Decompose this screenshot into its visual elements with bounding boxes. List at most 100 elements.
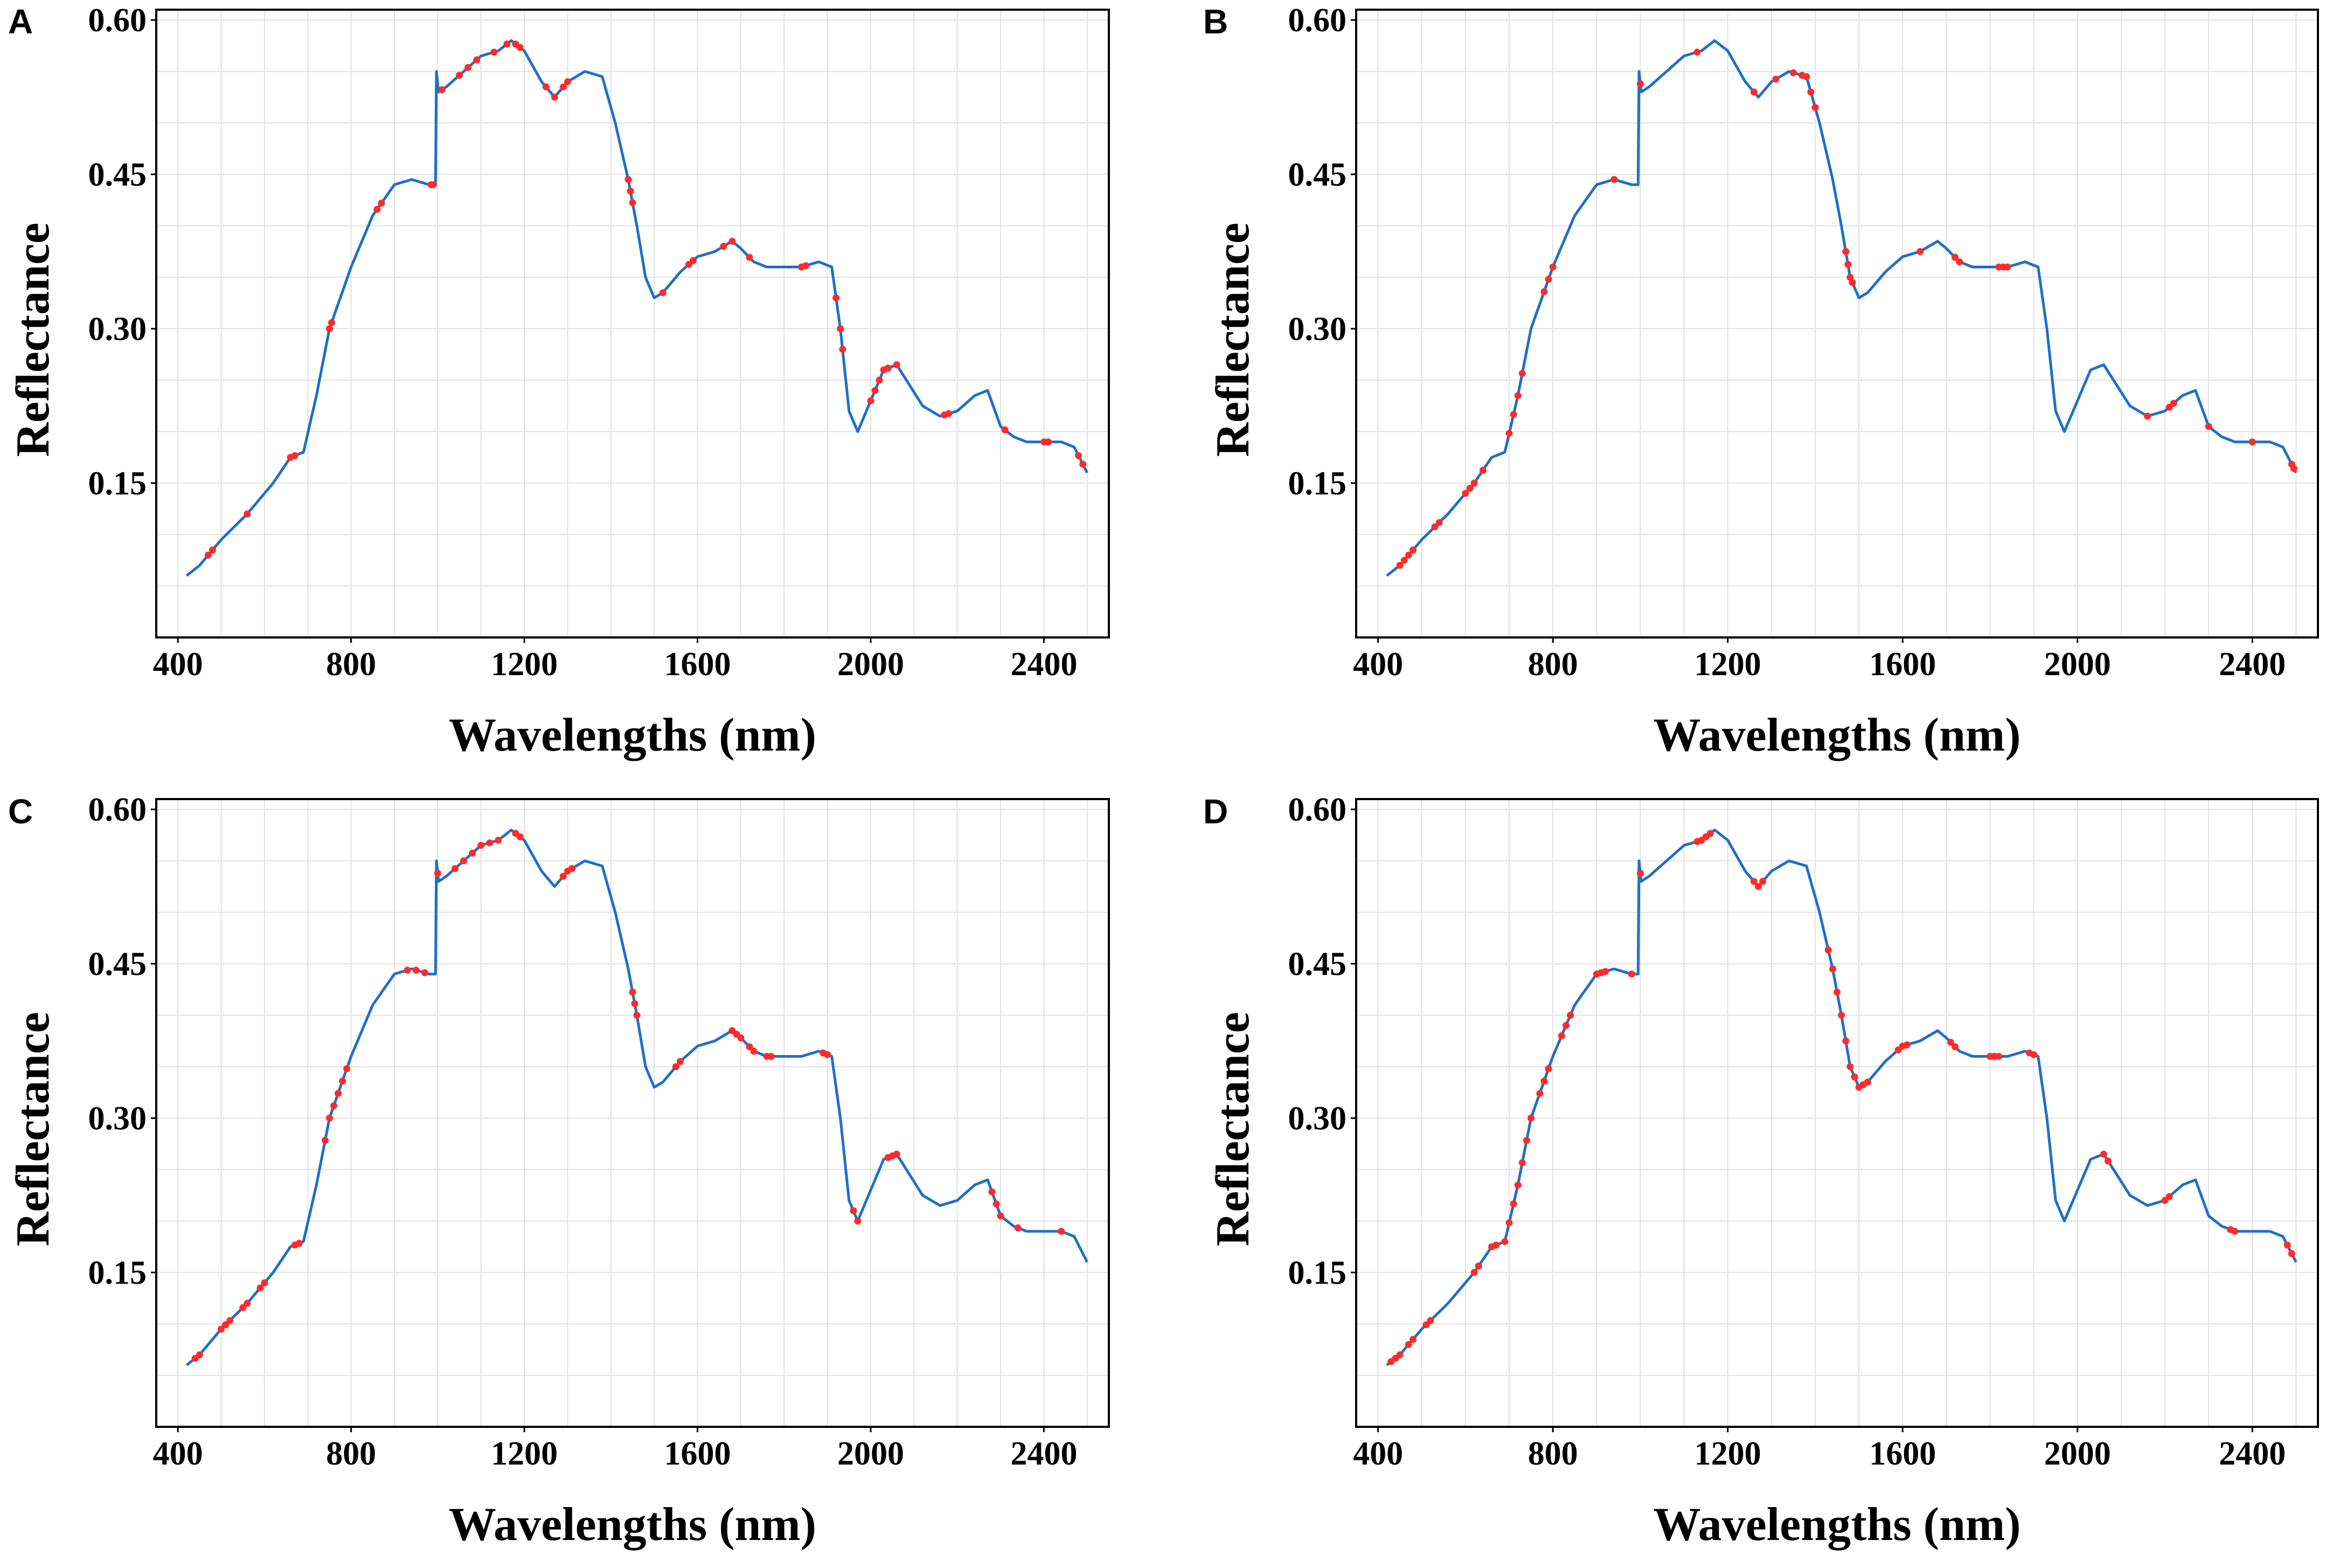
selected-wavelength-marker: [802, 262, 809, 269]
y-axis-title: Reflectance: [1207, 1012, 1259, 1246]
x-tick-label: 1600: [664, 646, 731, 683]
selected-wavelength-marker: [209, 546, 216, 554]
selected-wavelength-marker: [1610, 176, 1618, 183]
selected-wavelength-marker: [1479, 467, 1487, 474]
selected-wavelength-marker: [1706, 830, 1714, 837]
selected-wavelength-marker: [1075, 452, 1082, 460]
x-tick-label: 800: [1528, 646, 1578, 683]
selected-wavelength-marker: [837, 325, 844, 332]
panel-d: D 400 800 1200 1600 2000 2400 0.15 0.30 0.45 0.60…: [1203, 792, 2319, 1551]
gridlines: [156, 799, 1109, 1427]
selected-wavelength-marker: [839, 345, 846, 353]
x-axis-title: Wavelengths (nm): [449, 709, 816, 761]
x-tick-label: 400: [153, 646, 203, 683]
x-tick-label: 2000: [2044, 1435, 2111, 1472]
selected-wavelength-marker: [456, 72, 463, 79]
selected-wavelength-marker: [1475, 1262, 1482, 1270]
selected-wavelength-marker: [1628, 970, 1635, 978]
selected-wavelength-marker: [1545, 1065, 1552, 1072]
y-tick-label: 0.15: [88, 466, 147, 502]
selected-wavelength-marker: [1462, 490, 1469, 497]
selected-wavelength-marker: [1789, 69, 1797, 77]
selected-wavelength-marker: [516, 833, 524, 841]
selected-wavelength-marker: [1842, 1037, 1850, 1045]
selected-wavelength-marker: [728, 238, 736, 245]
x-tick-label: 2400: [2219, 1435, 2286, 1472]
selected-wavelength-marker: [516, 44, 524, 51]
selected-wavelength-marker: [1842, 248, 1850, 255]
selected-wavelength-marker: [1824, 946, 1832, 954]
selected-wavelength-marker: [893, 1150, 900, 1158]
spectrum-line: [1386, 39, 2297, 577]
selected-wavelength-marker: [1518, 370, 1526, 377]
selected-wavelength-marker: [469, 849, 476, 857]
selected-wavelength-markers: [1387, 830, 2295, 1365]
selected-wavelength-marker: [1844, 261, 1852, 268]
selected-wavelength-marker: [1807, 88, 1815, 96]
selected-wavelength-marker: [412, 967, 420, 974]
selected-wavelength-marker: [1405, 1341, 1412, 1348]
selected-wavelength-marker: [1523, 1136, 1530, 1144]
selected-wavelength-marker: [568, 865, 575, 872]
selected-wavelength-marker: [988, 1188, 996, 1196]
plot-frame: [155, 798, 1110, 1428]
plot-frame: [1355, 798, 2319, 1428]
x-tick-label: 1200: [1695, 1435, 1761, 1472]
selected-wavelength-marker: [1636, 870, 1644, 877]
x-tick-label: 1200: [491, 646, 558, 683]
selected-wavelength-marker: [542, 83, 550, 91]
x-tick-label: 1600: [1869, 646, 1936, 683]
selected-wavelength-marker: [1838, 1011, 1845, 1019]
x-tick-label: 800: [1528, 1435, 1578, 1472]
selected-wavelength-marker: [2004, 263, 2011, 270]
selected-wavelength-marker: [559, 872, 567, 880]
selected-wavelength-marker: [2283, 1241, 2291, 1249]
plot-frame: [1355, 9, 2319, 639]
selected-wavelength-marker: [1864, 1078, 1871, 1086]
selected-wavelength-marker: [1431, 523, 1439, 531]
selected-wavelength-marker: [2100, 1150, 2107, 1158]
x-tick-label: 2400: [2219, 646, 2286, 683]
selected-wavelength-marker: [339, 1077, 346, 1085]
selected-wavelength-markers: [191, 830, 1065, 1362]
selected-wavelength-marker: [218, 1326, 225, 1333]
panel-letter: C: [8, 792, 33, 831]
panel-letter: D: [1203, 792, 1228, 831]
selected-wavelength-marker: [244, 1300, 251, 1307]
selected-wavelength-marker: [1527, 1114, 1535, 1122]
y-tick-label: 0.60: [1288, 792, 1347, 828]
selected-wavelength-marker: [1510, 1200, 1517, 1208]
selected-wavelength-marker: [1505, 429, 1513, 437]
selected-wavelength-marker: [746, 1043, 753, 1051]
selected-wavelength-marker: [1410, 1336, 1417, 1343]
y-tick-label: 0.30: [1288, 1100, 1347, 1137]
y-tick-label: 0.15: [1288, 466, 1347, 502]
selected-wavelength-marker: [1422, 1321, 1430, 1329]
gridlines: [1356, 799, 2318, 1427]
x-axis-title: Wavelengths (nm): [449, 1498, 816, 1551]
selected-wavelength-marker: [850, 1207, 857, 1215]
selected-wavelength-marker: [746, 254, 753, 261]
selected-wavelength-marker: [1400, 557, 1408, 564]
y-tick-label: 0.60: [88, 2, 147, 39]
selected-wavelength-marker: [473, 56, 481, 64]
selected-wavelength-marker: [239, 1304, 247, 1312]
selected-wavelength-marker: [1470, 1269, 1478, 1276]
selected-wavelength-marker: [477, 842, 485, 849]
x-tick-label: 400: [1353, 1435, 1403, 1472]
selected-wavelength-marker: [564, 78, 571, 86]
x-tick-label: 2400: [1010, 1435, 1077, 1472]
selected-wavelength-marker: [945, 410, 953, 418]
x-tick-label: 1200: [491, 1435, 558, 1472]
selected-wavelength-marker: [1435, 519, 1443, 526]
y-tick-label: 0.15: [1288, 1255, 1347, 1292]
selected-wavelength-marker: [404, 967, 411, 974]
selected-wavelength-marker: [1545, 275, 1552, 283]
selected-wavelength-marker: [1851, 1073, 1858, 1081]
selected-wavelength-marker: [328, 319, 335, 327]
y-tick-label: 0.30: [1288, 311, 1347, 348]
y-tick-label: 0.60: [88, 792, 147, 828]
selected-wavelength-marker: [824, 1051, 831, 1058]
selected-wavelength-marker: [330, 1102, 337, 1109]
selected-wavelength-marker: [1636, 80, 1644, 87]
